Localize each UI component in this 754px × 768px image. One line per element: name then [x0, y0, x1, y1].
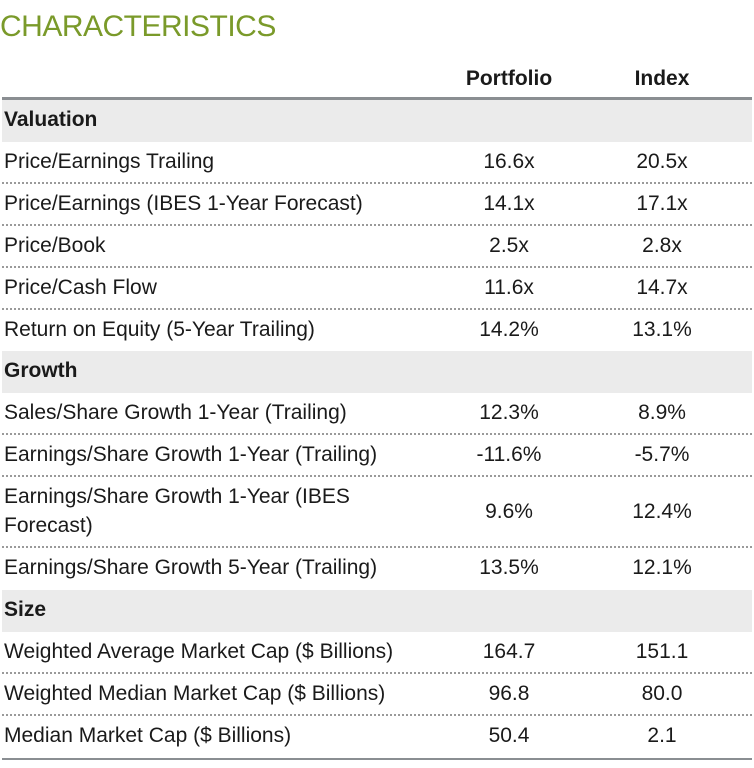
- row-label: Weighted Average Market Cap ($ Billions): [4, 640, 394, 663]
- index-value: 20.5x: [636, 150, 688, 173]
- portfolio-value: 164.7: [482, 640, 536, 663]
- index-value: 14.7x: [636, 276, 688, 299]
- header-divider: [2, 97, 752, 100]
- section-size: Size: [2, 590, 752, 632]
- index-value: 8.9%: [638, 401, 686, 424]
- index-value: -5.7%: [634, 443, 690, 466]
- section-valuation: Valuation: [2, 100, 752, 142]
- portfolio-value: 14.1x: [483, 192, 535, 215]
- index-value: 17.1x: [636, 192, 688, 215]
- index-value: 12.4%: [632, 500, 692, 523]
- row-label: Earnings/Share Growth 1-Year (IBES Forec…: [4, 485, 350, 537]
- row-label: Price/Book: [4, 234, 106, 257]
- row-label: Weighted Median Market Cap ($ Billions): [4, 682, 386, 705]
- index-value: 13.1%: [632, 318, 692, 341]
- table-row: Price/Book 2.5x 2.8x: [2, 226, 752, 268]
- index-value: 2.1: [647, 724, 677, 747]
- index-value: 80.0: [641, 682, 683, 705]
- table-row: Median Market Cap ($ Billions) 50.4 2.1: [2, 716, 752, 758]
- section-growth: Growth: [2, 351, 752, 393]
- portfolio-value: 2.5x: [489, 234, 529, 257]
- table-bottom-divider: [2, 758, 752, 760]
- table-row: Earnings/Share Growth 5-Year (Trailing) …: [2, 548, 752, 590]
- portfolio-value: 14.2%: [479, 318, 539, 341]
- table-row: Sales/Share Growth 1-Year (Trailing) 12.…: [2, 393, 752, 435]
- row-label: Return on Equity (5-Year Trailing): [4, 318, 315, 341]
- row-label: Earnings/Share Growth 1-Year (Trailing): [4, 443, 378, 466]
- table-row: Earnings/Share Growth 1-Year (Trailing) …: [2, 435, 752, 477]
- portfolio-value: 11.6x: [484, 276, 534, 299]
- table-row: Earnings/Share Growth 1-Year (IBES Forec…: [2, 477, 752, 548]
- portfolio-value: -11.6%: [476, 443, 542, 466]
- index-value: 2.8x: [642, 234, 682, 257]
- column-header-portfolio: Portfolio: [465, 67, 553, 90]
- table-row: Weighted Average Market Cap ($ Billions)…: [2, 632, 752, 674]
- table-row: Price/Cash Flow 11.6x 14.7x: [2, 268, 752, 310]
- section-label: Size: [4, 598, 47, 621]
- portfolio-value: 96.8: [488, 682, 530, 705]
- table-row: Price/Earnings (IBES 1-Year Forecast) 14…: [2, 184, 752, 226]
- index-value: 12.1%: [632, 556, 692, 579]
- characteristics-table: Valuation Price/Earnings Trailing 16.6x …: [2, 100, 752, 758]
- table-header: Portfolio Index: [0, 62, 752, 98]
- portfolio-value: 50.4: [488, 724, 530, 747]
- row-label: Price/Earnings (IBES 1-Year Forecast): [4, 192, 363, 215]
- section-label: Growth: [4, 359, 78, 382]
- row-label: Median Market Cap ($ Billions): [4, 724, 292, 747]
- portfolio-value: 13.5%: [479, 556, 539, 579]
- table-row: Return on Equity (5-Year Trailing) 14.2%…: [2, 310, 752, 351]
- row-label: Price/Earnings Trailing: [4, 150, 215, 173]
- index-value: 151.1: [635, 640, 689, 663]
- column-header-index: Index: [634, 67, 690, 90]
- page-title: CHARACTERISTICS: [0, 10, 276, 43]
- table-row: Weighted Median Market Cap ($ Billions) …: [2, 674, 752, 716]
- row-label: Price/Cash Flow: [4, 276, 157, 299]
- portfolio-value: 12.3%: [479, 401, 539, 424]
- table-row: Price/Earnings Trailing 16.6x 20.5x: [2, 142, 752, 184]
- portfolio-value: 16.6x: [483, 150, 535, 173]
- section-label: Valuation: [4, 108, 98, 131]
- portfolio-value: 9.6%: [485, 500, 533, 523]
- row-label: Sales/Share Growth 1-Year (Trailing): [4, 401, 347, 424]
- row-label: Earnings/Share Growth 5-Year (Trailing): [4, 556, 378, 579]
